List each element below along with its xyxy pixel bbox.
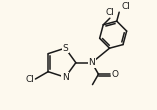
- Text: O: O: [112, 70, 119, 79]
- Text: Cl: Cl: [105, 8, 114, 17]
- Text: S: S: [62, 44, 68, 53]
- Text: N: N: [88, 58, 95, 67]
- Text: Cl: Cl: [122, 3, 131, 12]
- Text: N: N: [62, 73, 69, 82]
- Text: Cl: Cl: [26, 74, 35, 83]
